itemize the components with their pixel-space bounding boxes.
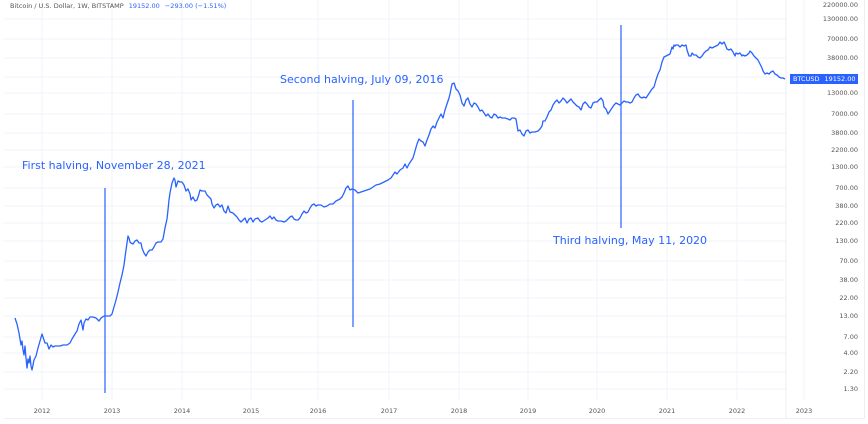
x-tick: 2021 — [658, 407, 676, 415]
y-tick: 4.00 — [843, 349, 858, 357]
y-tick: 130.00 — [835, 237, 858, 245]
y-tick: 2200.00 — [831, 146, 858, 154]
y-tick: 130000.00 — [822, 15, 858, 23]
price-line — [14, 41, 786, 371]
symbol-tag: BTCUSD — [790, 74, 823, 84]
chart-header: Bitcoin / U.S. Dollar, 1W, BITSTAMP 1915… — [10, 2, 226, 10]
y-tick: 3800.00 — [831, 129, 858, 137]
x-tick: 2017 — [380, 407, 398, 415]
x-tick: 2019 — [519, 407, 537, 415]
y-tick: 7.00 — [843, 333, 858, 341]
x-tick: 2018 — [450, 407, 468, 415]
x-tick: 2014 — [173, 407, 191, 415]
y-tick: 7000.00 — [831, 110, 858, 118]
y-tick: 13.00 — [839, 312, 858, 320]
price-change: −293.00 (−1.51%) — [164, 2, 227, 10]
y-tick: 700.00 — [835, 184, 858, 192]
y-tick: 38.00 — [839, 276, 858, 284]
x-tick: 2015 — [242, 407, 260, 415]
y-tick: 70.00 — [839, 257, 858, 265]
y-tick: 220.00 — [835, 219, 858, 227]
y-tick: 380.00 — [835, 202, 858, 210]
x-tick: 2020 — [588, 407, 606, 415]
y-tick: 22.00 — [839, 294, 858, 302]
y-tick: 70000.00 — [826, 35, 858, 43]
y-tick: 2.20 — [843, 368, 858, 376]
y-tick: 220000.00 — [822, 1, 858, 9]
last-price: 19152.00 — [128, 2, 160, 10]
y-tick: 38000.00 — [826, 54, 858, 62]
x-tick: 2016 — [309, 407, 327, 415]
chart-frame — [4, 0, 865, 419]
x-tick: 2023 — [795, 407, 813, 415]
y-tick: 1300.00 — [831, 163, 858, 171]
grid-lines — [4, 0, 805, 400]
x-tick: 2012 — [33, 407, 51, 415]
x-tick: 2013 — [103, 407, 121, 415]
y-tick: 1.30 — [843, 385, 858, 393]
first-halving-label: First halving, November 28, 2021 — [22, 159, 206, 172]
symbol-title: Bitcoin / U.S. Dollar, 1W, BITSTAMP — [10, 2, 124, 10]
y-tick: 13000.00 — [826, 89, 858, 97]
x-tick: 2022 — [728, 407, 746, 415]
second-halving-label: Second halving, July 09, 2016 — [280, 73, 444, 86]
third-halving-label: Third halving, May 11, 2020 — [553, 234, 708, 247]
last-price-tag: 19152.00 — [822, 74, 858, 84]
